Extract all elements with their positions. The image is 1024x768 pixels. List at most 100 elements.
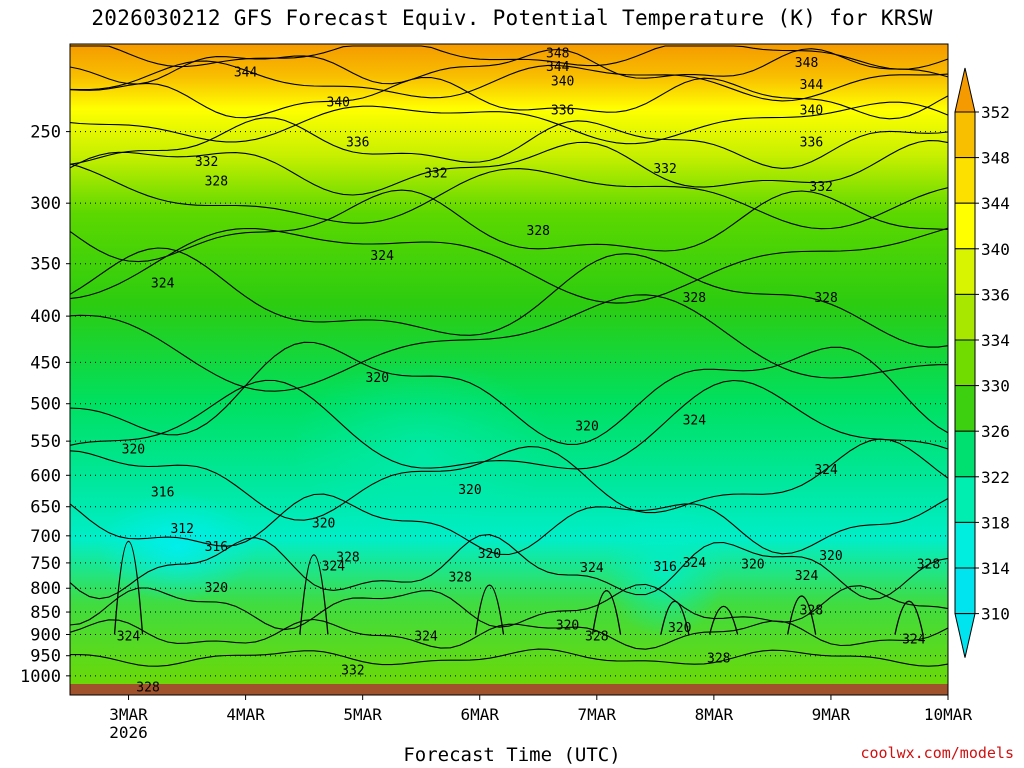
- cold-pool: [97, 491, 258, 602]
- x-tick-label: 7MAR: [578, 705, 617, 724]
- y-tick-label: 450: [30, 353, 61, 373]
- contour-label: 320: [819, 549, 842, 564]
- contour-line: [69, 534, 949, 600]
- y-tick-label: 750: [30, 554, 61, 574]
- contour-label: 320: [478, 547, 501, 562]
- contour-label: 328: [800, 604, 823, 619]
- y-tick-label: 250: [30, 123, 61, 143]
- contour-line: [69, 618, 949, 650]
- x-tick-label: 3MAR: [109, 705, 148, 724]
- mid-pool: [291, 358, 552, 539]
- contour-label: 324: [414, 630, 438, 645]
- colorbar-label: 326: [981, 422, 1010, 441]
- y-tick-label: 600: [30, 466, 61, 486]
- colorbar-swatch: [954, 202, 976, 250]
- contour-line: [69, 341, 949, 445]
- contour-line: [69, 227, 949, 304]
- contour-line: [69, 48, 949, 85]
- contour-label: 320: [312, 516, 335, 531]
- contour-label: 328: [205, 175, 228, 190]
- contour-label: 320: [575, 420, 598, 435]
- contour-line: [69, 493, 949, 556]
- colorbar-label: 314: [981, 559, 1010, 578]
- contour-label: 336: [800, 135, 823, 150]
- contour-line: [69, 247, 949, 348]
- contour-label: 328: [336, 551, 359, 566]
- y-tick-label: 850: [30, 603, 61, 623]
- contour-line: [69, 438, 949, 521]
- colorbar-label: 336: [981, 285, 1010, 304]
- colorbar-swatch: [954, 567, 976, 615]
- x-tick-label: 4MAR: [226, 705, 265, 724]
- contour-label: 340: [800, 104, 823, 119]
- contour-label: 324: [151, 276, 175, 291]
- contour-labels: 3483443403363483443403363443403363323283…: [117, 47, 940, 696]
- colorbar-label: 352: [981, 103, 1010, 122]
- colorbar-swatch: [954, 248, 976, 295]
- frame-rect: [69, 43, 949, 696]
- contour-label: 320: [366, 371, 389, 386]
- colorbar-label: 318: [981, 513, 1010, 532]
- y-tick-label: 650: [30, 498, 61, 518]
- contour-label: 328: [585, 630, 608, 645]
- contour-label: 324: [683, 414, 707, 429]
- contour-label: 320: [122, 443, 145, 458]
- colorbar-bottom-arrow: [954, 613, 976, 658]
- colorbar-swatch: [954, 385, 976, 432]
- cool-pool: [605, 498, 726, 639]
- contour-label: 324: [322, 560, 346, 575]
- colorbar-swatch: [954, 293, 976, 341]
- contour-label: 328: [527, 224, 550, 239]
- y-axis: 2503003504004505005506006507007508008509…: [20, 123, 70, 687]
- contour-label: 344: [800, 78, 824, 93]
- contour-line: [69, 60, 949, 102]
- y-tick-label: 300: [30, 194, 61, 214]
- convective-contour: [708, 605, 739, 635]
- contour-line: [69, 101, 949, 145]
- x-tick-sublabel: 2026: [109, 723, 148, 742]
- contour-line: [69, 294, 948, 392]
- colorbar-swatch: [954, 111, 976, 159]
- colorbar-label: 330: [981, 377, 1010, 396]
- contour-label: 324: [902, 633, 926, 648]
- convective-contour: [894, 600, 924, 635]
- convective-contour: [299, 554, 329, 635]
- contour-label: 320: [458, 483, 481, 498]
- y-tick-label: 1000: [20, 667, 61, 687]
- y-tick-label: 900: [30, 625, 61, 645]
- contour-label: 320: [741, 557, 764, 572]
- x-axis: 3MAR 4MAR 5MAR 6MAR 7MAR 8MAR 9MAR 10MAR 2026: [109, 695, 972, 742]
- y-tick-label: 700: [30, 527, 61, 547]
- contour-label: 332: [809, 180, 832, 195]
- contour-label: 312: [170, 522, 193, 537]
- contour-label: 328: [814, 291, 837, 306]
- plot-frame: [69, 43, 949, 696]
- contour-label: 324: [370, 249, 394, 264]
- colorbar: 352 348 344 340 336 334 330 326 322 318 314 310: [954, 67, 1010, 658]
- contour-label: 328: [707, 652, 730, 667]
- colorbar-label: 344: [981, 194, 1010, 213]
- x-tick-label: 5MAR: [343, 705, 382, 724]
- contour-line: [69, 76, 949, 120]
- contour-label: 328: [917, 557, 940, 572]
- y-tick-label: 400: [30, 307, 61, 327]
- colorbar-swatch: [954, 430, 976, 478]
- contour-label: 324: [580, 561, 604, 576]
- colorbar-top-arrow: [954, 67, 976, 113]
- contour-label: 316: [151, 486, 174, 501]
- contour-lines: [69, 45, 949, 667]
- contour-label: 340: [327, 95, 350, 110]
- x-tick-label: 9MAR: [812, 705, 851, 724]
- colorbar-swatch: [954, 339, 976, 387]
- contour-label: 328: [683, 291, 706, 306]
- convective-contour: [660, 600, 690, 635]
- contour-line: [69, 379, 949, 470]
- contour-label: 324: [814, 463, 838, 478]
- colorbar-label: 322: [981, 468, 1010, 487]
- contour-line: [69, 189, 949, 263]
- contour-label: 340: [551, 74, 574, 89]
- contour-label: 344: [234, 65, 258, 80]
- y-tick-label: 350: [30, 255, 61, 275]
- ground-band-rect: [70, 684, 948, 695]
- contour-label: 324: [795, 569, 819, 584]
